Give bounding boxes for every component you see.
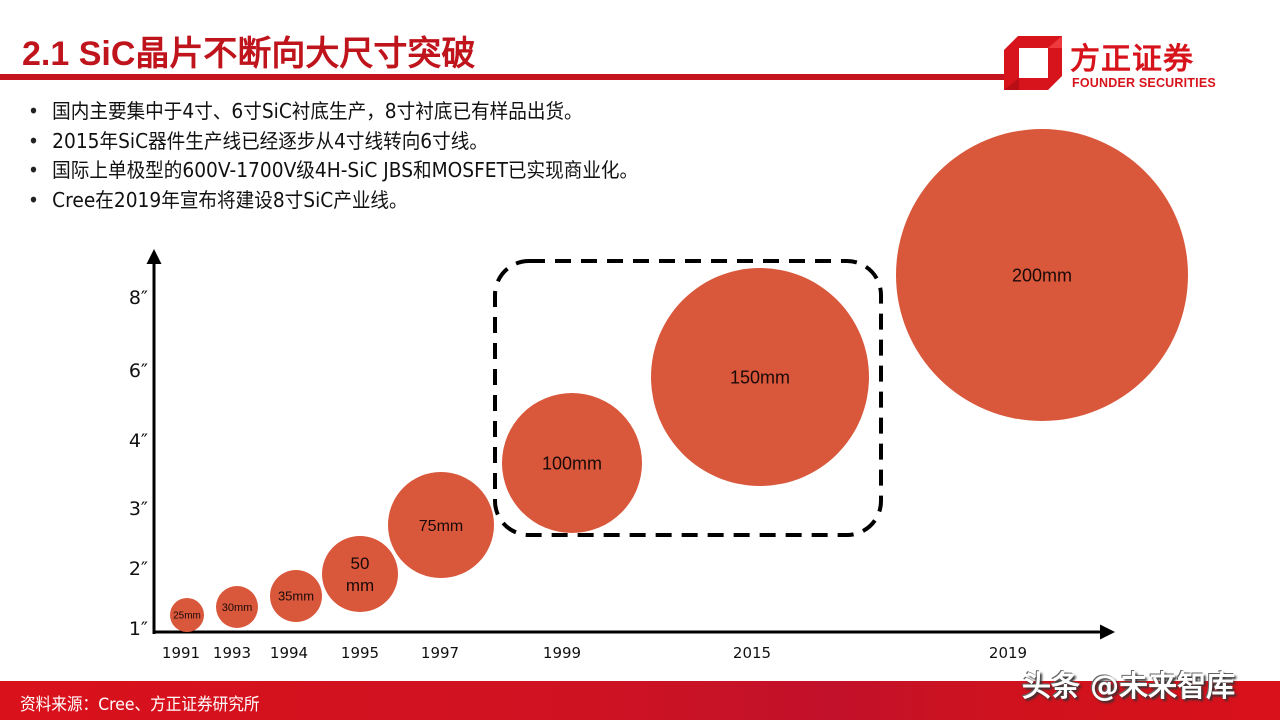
- bullet-item: 2015年SiC器件生产线已经逐步从4寸线转向6寸线。: [28, 127, 638, 157]
- bubble-label: 100mm: [542, 453, 602, 473]
- y-tick-label: 3″: [129, 498, 148, 520]
- source-note: 资料来源：Cree、方正证券研究所: [20, 695, 260, 715]
- bubble-label: 200mm: [1012, 265, 1072, 285]
- watermark: 头条 @未来智库: [1022, 669, 1236, 703]
- bubble-label: 150mm: [730, 367, 790, 387]
- bubbles: 25mm 30mm 35mm 50 mm 75mm 100mm 150mm 200mm: [170, 129, 1188, 632]
- bullet-item: 国际上单极型的600V-1700V级4H-SiC JBS和MOSFET已实现商业…: [28, 156, 638, 186]
- y-tick-label: 4″: [129, 430, 148, 452]
- x-tick-label: 2019: [989, 644, 1027, 662]
- x-tick-label: 2015: [733, 644, 771, 662]
- founder-securities-logo: 方正证券 FOUNDER SECURITIES: [1004, 36, 1224, 92]
- bubble-1994: 35mm: [270, 570, 322, 622]
- bubble-1997: 75mm: [388, 472, 494, 578]
- y-tick-label: 2″: [129, 558, 148, 580]
- y-tick-label: 1″: [129, 618, 148, 640]
- bubble-1999: 100mm: [502, 393, 642, 533]
- logo-english-text: FOUNDER SECURITIES: [1072, 76, 1216, 90]
- x-tick-label: 1997: [421, 644, 459, 662]
- footer-bar: 资料来源：Cree、方正证券研究所: [0, 681, 1280, 720]
- bubble-label: 75mm: [419, 518, 463, 535]
- bubble-1995: 50 mm: [322, 536, 398, 612]
- y-tick-label: 6″: [129, 360, 148, 382]
- bubble-label: 30mm: [222, 602, 253, 614]
- page-title: 2.1 SiC晶片不断向大尺寸突破: [22, 35, 476, 73]
- bullet-list: 国内主要集中于4寸、6寸SiC衬底生产，8寸衬底已有样品出货。 2015年SiC…: [28, 97, 684, 215]
- x-tick-label: 1999: [543, 644, 581, 662]
- highlight-box: [493, 259, 883, 537]
- bubble-2015: 150mm: [651, 268, 869, 486]
- bullet-item: Cree在2019年宣布将建设8寸SiC产业线。: [28, 186, 638, 216]
- y-tick-label: 8″: [129, 287, 148, 309]
- x-axis-ticks: 1991 1993 1994 1995 1997 1999 2015 2019: [162, 644, 1027, 662]
- x-tick-label: 1993: [213, 644, 251, 662]
- bubble-label: 25mm: [173, 611, 201, 622]
- bubble-label: mm: [346, 576, 374, 595]
- bubble-label: 50: [351, 554, 370, 573]
- bubble-2019: 200mm: [896, 129, 1188, 421]
- logo-chinese-text: 方正证券: [1070, 42, 1194, 77]
- x-tick-label: 1994: [270, 644, 308, 662]
- x-tick-label: 1991: [162, 644, 200, 662]
- y-axis-ticks: 1″ 2″ 3″ 4″ 6″ 8″: [129, 287, 148, 640]
- title-divider: [0, 74, 1012, 80]
- x-tick-label: 1995: [341, 644, 379, 662]
- bubble-1993: 30mm: [216, 586, 258, 628]
- founder-logo-icon: [1004, 36, 1062, 90]
- bubble-1991: 25mm: [170, 598, 204, 632]
- bubble-label: 35mm: [278, 589, 314, 604]
- bullet-item: 国内主要集中于4寸、6寸SiC衬底生产，8寸衬底已有样品出货。: [28, 97, 638, 127]
